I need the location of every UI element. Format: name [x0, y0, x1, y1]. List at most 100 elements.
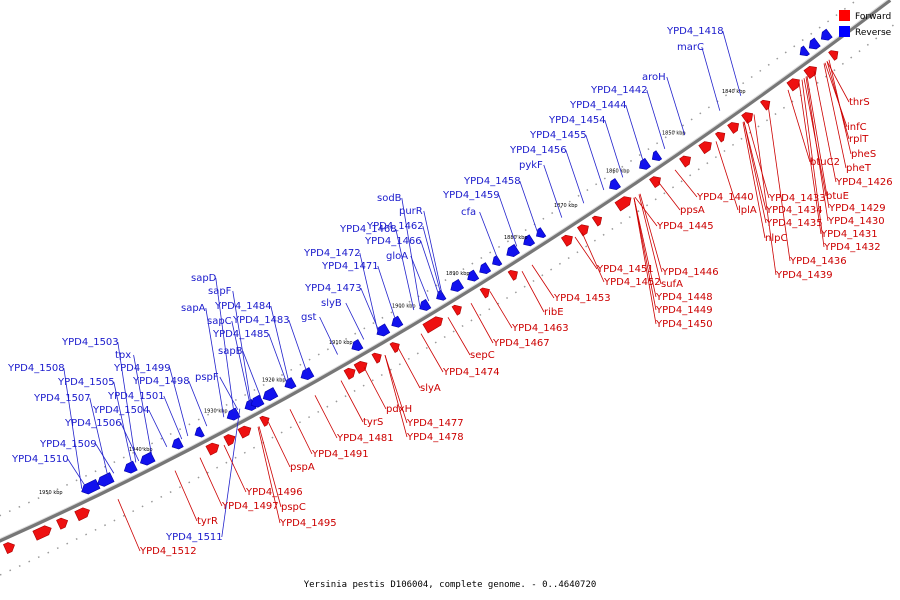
- scale-tick-label: 1870 kbp: [554, 203, 578, 209]
- reverse-gene-block: [467, 269, 480, 282]
- forward-gene-label: nlpC: [765, 233, 787, 244]
- reverse-label-leader: [113, 381, 133, 465]
- reverse-gene-label: YPD4_1509: [39, 439, 97, 450]
- reverse-label-leader: [219, 376, 239, 410]
- reverse-gene-block: [262, 387, 279, 401]
- reverse-gene-arrow: [799, 45, 810, 57]
- reverse-label-leader: [666, 76, 686, 136]
- reverse-gene-label: YPD4_1510: [11, 454, 69, 465]
- forward-gene-block: [343, 367, 356, 380]
- reverse-label-leader: [395, 228, 415, 311]
- forward-label-leader: [657, 181, 681, 211]
- reverse-label-leader: [221, 408, 241, 538]
- reverse-label-leader: [169, 367, 189, 437]
- forward-gene-label: sufA: [661, 279, 683, 290]
- reverse-label-leader: [148, 409, 168, 447]
- reverse-gene-label: YPD4_1466: [364, 236, 422, 247]
- reverse-gene-block: [300, 367, 315, 380]
- reverse-gene-arrow: [609, 178, 621, 190]
- forward-label-leader: [743, 121, 767, 224]
- forward-label-leader: [258, 426, 282, 508]
- forward-gene-arrow: [741, 112, 754, 124]
- reverse-gene-arrow: [492, 255, 503, 266]
- forward-gene-label: YPD4_1436: [789, 256, 847, 267]
- forward-gene-label: YPD4_1452: [603, 277, 661, 288]
- forward-gene-block: [74, 507, 90, 522]
- forward-gene-label: btuC2: [810, 157, 840, 168]
- forward-gene-label: YPD4_1450: [655, 319, 713, 330]
- forward-label-leader: [340, 380, 364, 423]
- forward-gene-block: [3, 542, 15, 555]
- forward-gene-block: [727, 122, 740, 134]
- reverse-label-leader: [423, 210, 443, 294]
- forward-gene-label: YPD4_1446: [661, 267, 719, 278]
- reverse-gene-label: YPD4_1499: [113, 363, 171, 374]
- forward-gene-block: [741, 112, 754, 124]
- reverse-gene-block: [97, 472, 115, 487]
- forward-label-leader: [715, 141, 739, 211]
- forward-gene-arrow: [507, 270, 518, 281]
- forward-label-leader: [117, 499, 141, 552]
- forward-gene-label: YPD4_1453: [553, 293, 611, 304]
- forward-gene-label: YPD4_1433: [768, 193, 826, 204]
- forward-gene-label: ribE: [544, 307, 564, 318]
- reverse-gene-label: marC: [677, 42, 704, 53]
- forward-gene-label: YPD4_1429: [828, 203, 886, 214]
- forward-gene-arrow: [371, 352, 382, 364]
- forward-gene-label: btuE: [826, 191, 849, 202]
- forward-gene-block: [698, 141, 712, 155]
- forward-label-leader: [767, 104, 791, 262]
- forward-gene-label: tyrS: [363, 417, 383, 428]
- forward-gene-arrow: [649, 176, 661, 189]
- reverse-gene-label: YPD4_1472: [303, 248, 361, 259]
- reverse-label-leader: [377, 265, 397, 321]
- forward-label-leader: [674, 169, 698, 198]
- forward-gene-label: YPD4_1426: [835, 177, 893, 188]
- reverse-label-leader: [604, 119, 624, 178]
- map-caption: Yersinia pestis D106004, complete genome…: [304, 580, 597, 590]
- forward-gene-label: infC: [847, 122, 867, 133]
- forward-gene-block: [237, 425, 252, 439]
- reverse-label-leader: [188, 380, 208, 427]
- forward-gene-label: YPD4_1435: [765, 218, 823, 229]
- scale-tick-label: 1950 kbp: [39, 490, 63, 496]
- scale-tick-label: 1880 kbp: [504, 235, 528, 241]
- reverse-gene-label: YPD4_1484: [214, 301, 272, 312]
- reverse-gene-label: YPD4_1456: [509, 145, 567, 156]
- reverse-gene-arrow: [284, 377, 297, 389]
- forward-label-leader: [828, 59, 852, 155]
- scale-tick-label: 1860 kbp: [606, 169, 630, 175]
- reverse-gene-block: [123, 460, 138, 474]
- reverse-gene-arrow: [81, 479, 101, 495]
- reverse-gene-label: YPD4_1468: [339, 224, 397, 235]
- forward-label-leader: [801, 79, 825, 248]
- forward-gene-label: YPD4_1432: [823, 242, 881, 253]
- reverse-gene-label: gloA: [386, 251, 408, 262]
- reverse-gene-label: YPD4_1503: [61, 337, 119, 348]
- forward-gene-arrow: [803, 66, 817, 79]
- reverse-label-leader: [701, 46, 721, 111]
- reverse-label-leader: [360, 287, 380, 331]
- reverse-label-leader: [422, 225, 442, 294]
- forward-gene-label: pdxH: [386, 404, 412, 415]
- forward-gene-label: YPD4_1445: [656, 221, 714, 232]
- forward-gene-label: YPD4_1477: [406, 418, 464, 429]
- reverse-gene-block: [436, 289, 447, 301]
- reverse-gene-label: YPD4_1504: [92, 405, 150, 416]
- reverse-label-leader: [319, 316, 338, 355]
- forward-gene-label: YPD4_1463: [511, 323, 569, 334]
- reverse-gene-block: [250, 394, 265, 408]
- forward-gene-arrow: [3, 542, 15, 555]
- genome-backbone: [0, 0, 892, 543]
- forward-label-leader: [447, 317, 471, 356]
- legend-reverse-label: Reverse: [855, 28, 892, 38]
- legend-forward-label: Forward: [855, 12, 891, 22]
- reverse-label-leader: [133, 354, 152, 455]
- reverse-gene-block: [284, 377, 297, 389]
- reverse-gene-block: [81, 479, 101, 495]
- reverse-gene-label: YPD4_1444: [569, 100, 627, 111]
- reverse-gene-label: YPD4_1508: [7, 363, 65, 374]
- forward-label-leader: [805, 76, 829, 222]
- forward-gene-arrow: [760, 99, 771, 111]
